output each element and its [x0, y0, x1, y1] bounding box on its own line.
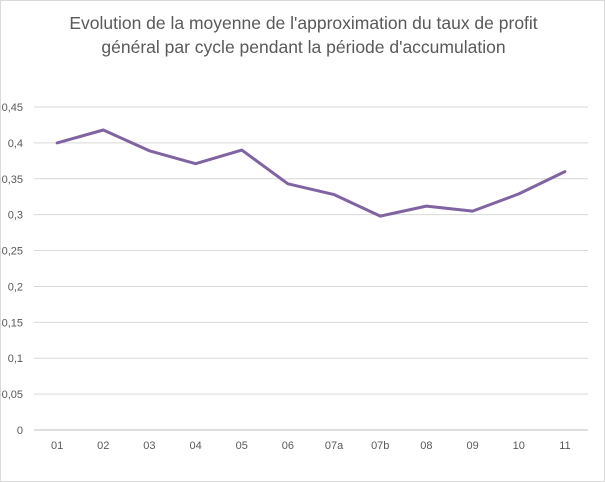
- data-point: [563, 170, 567, 173]
- y-tick-label: 0,05: [2, 389, 23, 401]
- data-point: [240, 148, 243, 152]
- y-tick-label: 0,35: [2, 174, 23, 186]
- y-tick-label: 0,2: [8, 281, 23, 293]
- series-layer: [55, 128, 567, 218]
- chart-title-line-2: général par cycle pendant la période d'a…: [101, 37, 506, 57]
- data-point: [55, 141, 59, 145]
- data-point: [379, 214, 382, 218]
- y-tick-label: 0,3: [8, 210, 23, 222]
- y-tick-label: 0,1: [8, 353, 23, 365]
- data-point: [471, 209, 474, 213]
- chart-title-line-1: Evolution de la moyenne de l'approximati…: [69, 13, 538, 33]
- x-tick-label: 09: [466, 440, 478, 452]
- x-tick-label: 10: [513, 440, 525, 452]
- y-tick-label: 0: [17, 425, 23, 437]
- data-point: [286, 182, 290, 186]
- series-line: [55, 128, 567, 218]
- x-tick-label: 02: [97, 440, 109, 452]
- x-tick-label: 07a: [325, 440, 344, 452]
- x-tick-label: 06: [282, 440, 294, 452]
- data-point: [148, 149, 151, 152]
- x-axis-tick-labels: 01 02 03 04 05 06 07a 07b 08 09 10 11: [51, 440, 571, 452]
- x-tick-label: 07b: [371, 440, 389, 452]
- gridlines: [34, 106, 588, 431]
- x-tick-label: 01: [51, 440, 63, 452]
- x-tick-label: 08: [420, 440, 432, 452]
- data-point: [332, 193, 336, 196]
- y-tick-label: 0,15: [2, 317, 23, 329]
- y-tick-label: 0,4: [8, 138, 23, 150]
- x-tick-label: 11: [559, 440, 570, 452]
- data-point: [102, 128, 105, 132]
- x-tick-label: 03: [143, 440, 155, 452]
- y-axis-tick-labels: 0 0,05 0,1 0,15 0,2 0,25 0,3 0,35 0,4 0,45: [2, 102, 23, 437]
- y-tick-label: 0,45: [2, 102, 23, 114]
- data-point: [425, 204, 428, 208]
- data-point: [194, 162, 197, 165]
- chart-title: Evolution de la moyenne de l'approximati…: [41, 11, 566, 59]
- data-point: [517, 192, 520, 196]
- y-tick-label: 0,25: [2, 246, 23, 258]
- x-tick-label: 04: [189, 440, 201, 452]
- x-tick-label: 05: [236, 440, 248, 452]
